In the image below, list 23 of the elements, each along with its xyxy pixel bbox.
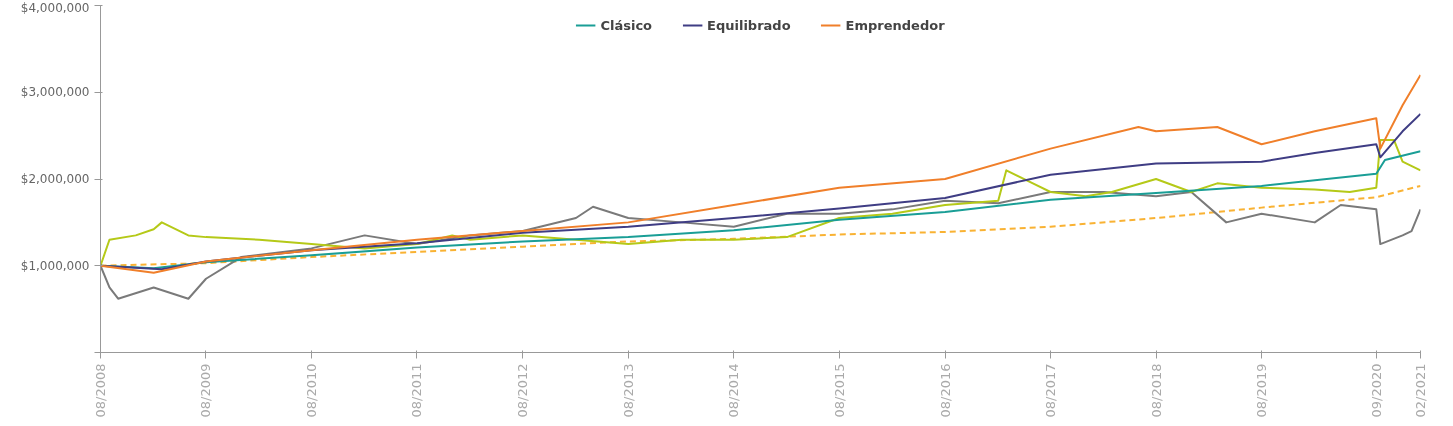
x-tick-label: 08/2016 <box>937 363 953 418</box>
legend-label: Equilibrado <box>707 17 791 33</box>
y-tick-label: $1,000,000 <box>20 258 90 273</box>
x-tick-label: 08/2017 <box>1043 363 1059 418</box>
x-tick-label: 08/2013 <box>620 363 636 418</box>
line-series <box>100 73 1421 274</box>
x-tick-label: 08/2014 <box>726 363 742 418</box>
x-tick-label: 08/2019 <box>1254 363 1270 418</box>
line-series <box>100 191 1421 300</box>
legend-label: Emprendedor <box>845 17 945 33</box>
y-tick-label: $4,000,000 <box>20 0 90 15</box>
legend-label: Clásico <box>600 17 653 33</box>
x-tick-label: 08/2008 <box>93 363 108 418</box>
x-tick-label: 09/2020 <box>1368 363 1384 418</box>
x-tick-label: 08/2009 <box>198 363 214 418</box>
x-tick-label: 08/2015 <box>831 363 847 418</box>
x-tick-label: 08/2018 <box>1148 363 1164 418</box>
x-tick-label: 08/2011 <box>409 363 425 418</box>
x-tick-label: 02/2021 <box>1413 363 1428 418</box>
y-tick-label: $2,000,000 <box>20 172 90 186</box>
y-tick-label: $3,000,000 <box>20 85 90 100</box>
x-tick-label: 08/2010 <box>303 363 319 418</box>
x-tick-label: 08/2012 <box>515 363 531 418</box>
